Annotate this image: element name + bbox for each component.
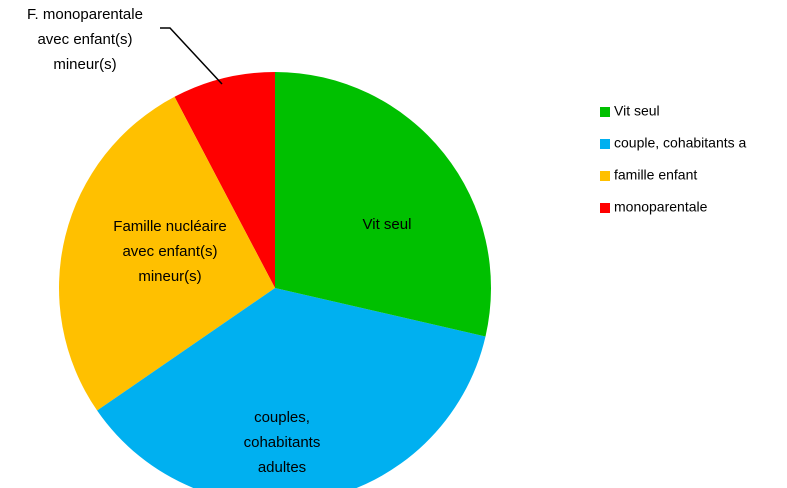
legend-swatch xyxy=(600,171,610,181)
slice-label-line: mineur(s) xyxy=(53,56,116,73)
pie-slice xyxy=(97,288,486,488)
slice-label-line: couples, xyxy=(254,409,310,426)
legend-label: Vit seul xyxy=(614,103,660,119)
legend-label: monoparentale xyxy=(614,199,708,215)
slice-label-line: adultes xyxy=(258,459,306,476)
slice-label: couples, cohabitants adultes xyxy=(244,409,321,476)
legend-label: famille enfant xyxy=(614,167,697,183)
slice-label-line: cohabitants xyxy=(244,434,321,451)
slice-label-line: mineur(s) xyxy=(138,268,201,285)
legend-label: couple, cohabitants a xyxy=(614,135,747,151)
pie-slice xyxy=(174,72,275,288)
slice-label-line: avec enfant(s) xyxy=(37,31,132,48)
legend-swatch xyxy=(600,203,610,213)
slice-label-line: Vit seul xyxy=(363,216,412,233)
slice-label: Famille nucléaire avec enfant(s) mineur(s) xyxy=(113,218,226,285)
slice-label-line: avec enfant(s) xyxy=(122,243,217,260)
pie-slice xyxy=(59,96,275,411)
legend-swatch xyxy=(600,107,610,117)
slice-label-line: F. monoparentale xyxy=(27,6,143,23)
pie-slice xyxy=(275,72,491,337)
leader-line xyxy=(160,27,223,85)
legend-swatch xyxy=(600,139,610,149)
slice-label-line: Famille nucléaire xyxy=(113,218,226,235)
slice-label: Vit seul xyxy=(363,216,412,233)
slice-label: F. monoparentale avec enfant(s) mineur(s) xyxy=(27,6,143,73)
